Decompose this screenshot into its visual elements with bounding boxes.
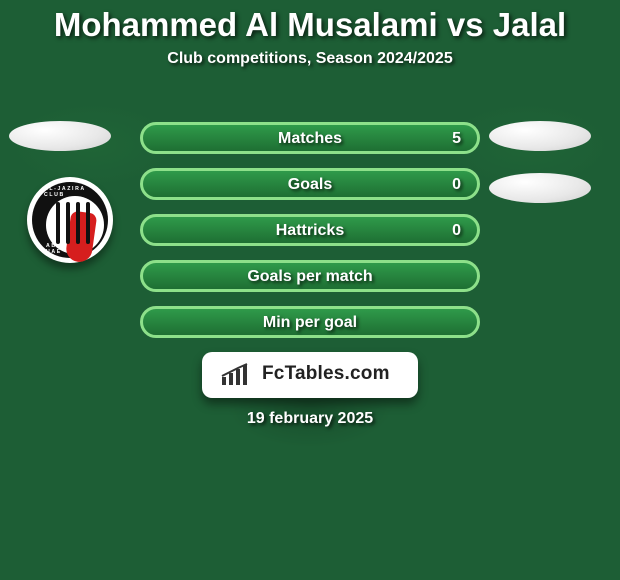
stat-right-value: 0 (452, 176, 461, 194)
right-player-ellipse (489, 121, 591, 151)
date-text: 19 february 2025 (0, 410, 620, 428)
brand-chart-icon (220, 363, 256, 387)
crest-stripe (86, 202, 90, 244)
left-player-ellipse (9, 121, 111, 151)
stat-row-goals: Goals 0 (140, 168, 480, 200)
stat-label: Matches (143, 130, 477, 148)
right-club-ellipse (489, 173, 591, 203)
stat-label: Hattricks (143, 222, 477, 240)
left-club-crest: AL-JAZIRA CLUB ABU DHABI-UAE (27, 177, 113, 263)
comparison-card: Mohammed Al Musalami vs Jalal Club compe… (0, 0, 620, 580)
crest-stripe (66, 202, 70, 244)
brand-badge: FcTables.com (202, 352, 418, 398)
crest-stripe (76, 202, 80, 244)
stat-label: Goals per match (143, 268, 477, 286)
stat-row-min-per-goal: Min per goal (140, 306, 480, 338)
stat-right-value: 5 (452, 130, 461, 148)
crest-ring: AL-JAZIRA CLUB ABU DHABI-UAE (32, 182, 108, 258)
stat-row-goals-per-match: Goals per match (140, 260, 480, 292)
stat-label: Goals (143, 176, 477, 194)
page-title: Mohammed Al Musalami vs Jalal (0, 0, 620, 44)
crest-inner (46, 196, 104, 254)
subtitle: Club competitions, Season 2024/2025 (0, 50, 620, 68)
stat-row-matches: Matches 5 (140, 122, 480, 154)
stat-label: Min per goal (143, 314, 477, 332)
stat-right-value: 0 (452, 222, 461, 240)
brand-label: FcTables.com (262, 363, 390, 385)
stat-row-hattricks: Hattricks 0 (140, 214, 480, 246)
crest-stripe (56, 202, 60, 244)
